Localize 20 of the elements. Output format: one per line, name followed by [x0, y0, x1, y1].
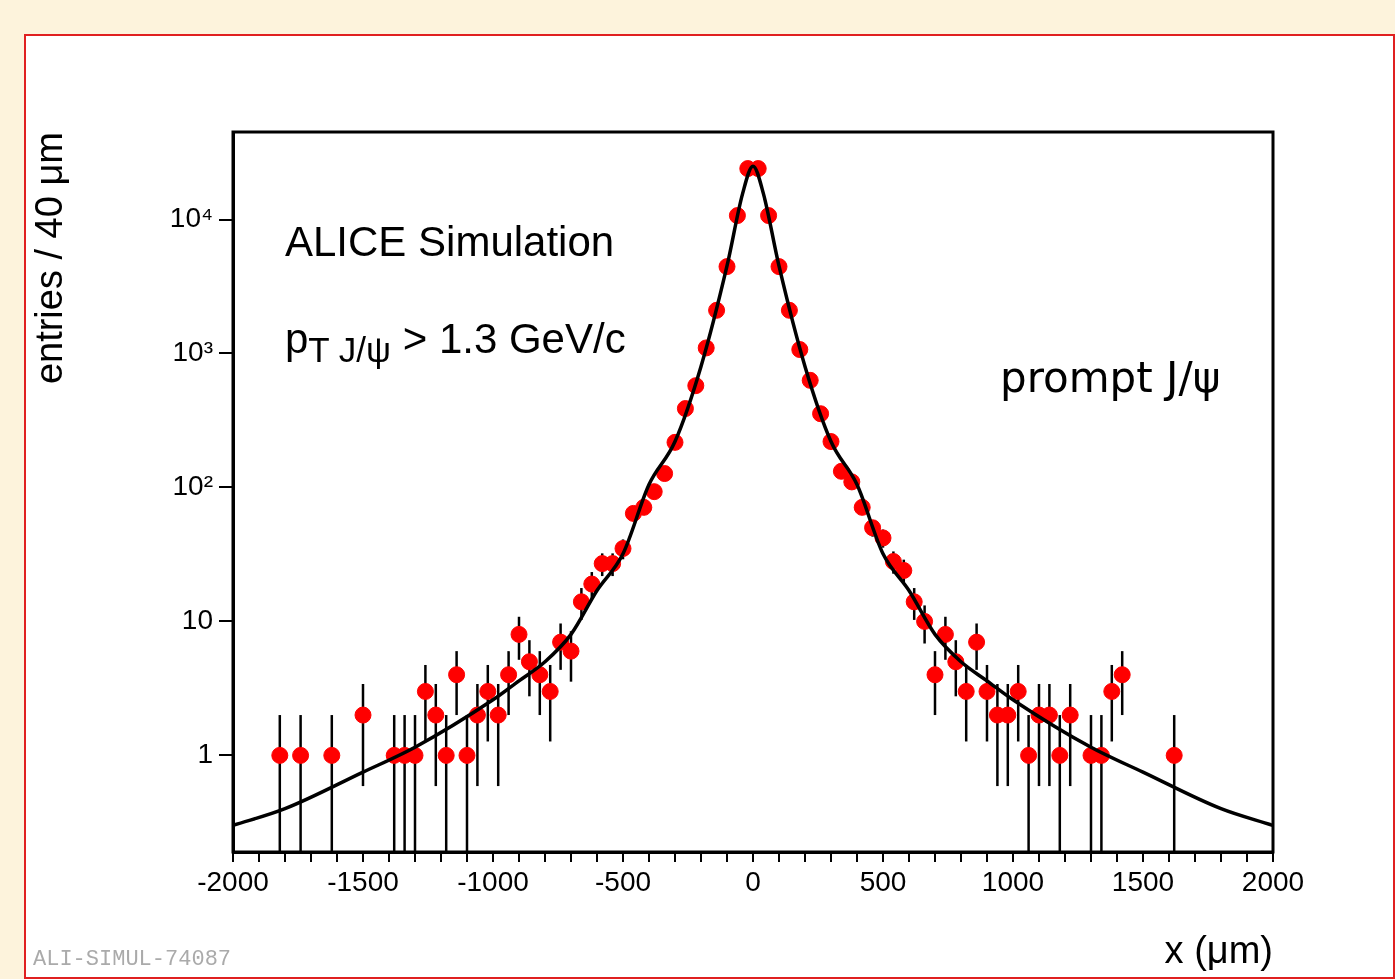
- x-tick-label: 0: [745, 865, 761, 897]
- x-tick-label: -1500: [327, 865, 399, 897]
- annotation: p$_{T J/ψ}$ > 1.3 GeV/c: [285, 315, 626, 371]
- x-tick-label: 500: [859, 865, 907, 897]
- x-tick-label: 2000: [1241, 865, 1305, 897]
- annotation: prompt J/ψ: [1000, 353, 1221, 402]
- x-tick-label: -1000: [457, 865, 529, 897]
- y-tick-label: 1: [197, 738, 213, 770]
- x-tick-label: 1000: [981, 865, 1045, 897]
- x-tick-label: 1500: [1111, 865, 1175, 897]
- y-axis-title: entries / 40 μm: [28, 132, 71, 385]
- x-tick-label: -2000: [197, 865, 269, 897]
- y-tick-label: 10²: [172, 470, 213, 502]
- x-axis-title: x (μm): [1164, 928, 1273, 971]
- x-tick-label: -500: [594, 865, 652, 897]
- annotation: ALICE Simulation: [285, 218, 615, 266]
- y-tick-label: 10⁴: [169, 202, 213, 234]
- text: ALI-SIMUL-74087: [33, 947, 232, 972]
- y-tick-label: 10: [181, 604, 213, 636]
- y-tick-label: 10³: [172, 336, 213, 368]
